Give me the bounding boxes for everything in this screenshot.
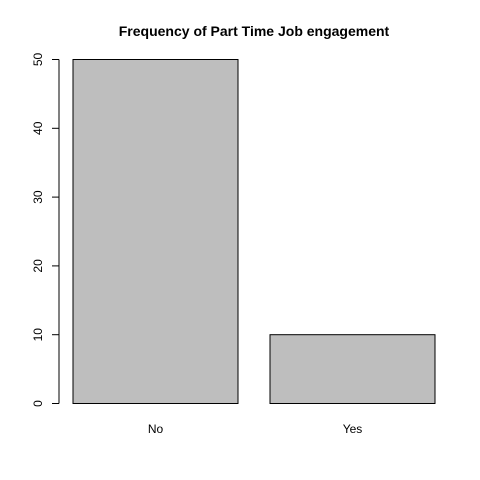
bar-no xyxy=(72,59,239,404)
bar-yes xyxy=(269,334,436,405)
y-tick-label: 0 xyxy=(31,400,45,407)
y-tick-label: 50 xyxy=(31,53,45,67)
y-tick-label: 20 xyxy=(31,259,45,273)
x-tick-label-yes: Yes xyxy=(343,422,363,436)
y-axis: 0 10 20 30 40 50 xyxy=(31,53,60,407)
y-axis-ticks: 0 10 20 30 40 50 xyxy=(31,53,59,407)
bars xyxy=(72,59,436,405)
chart-title: Frequency of Part Time Job engagement xyxy=(119,23,390,39)
x-tick-label-no: No xyxy=(148,422,164,436)
y-tick-label: 10 xyxy=(31,328,45,342)
y-tick-label: 40 xyxy=(31,121,45,135)
y-tick-label: 30 xyxy=(31,190,45,204)
x-axis-labels: No Yes xyxy=(148,422,362,436)
